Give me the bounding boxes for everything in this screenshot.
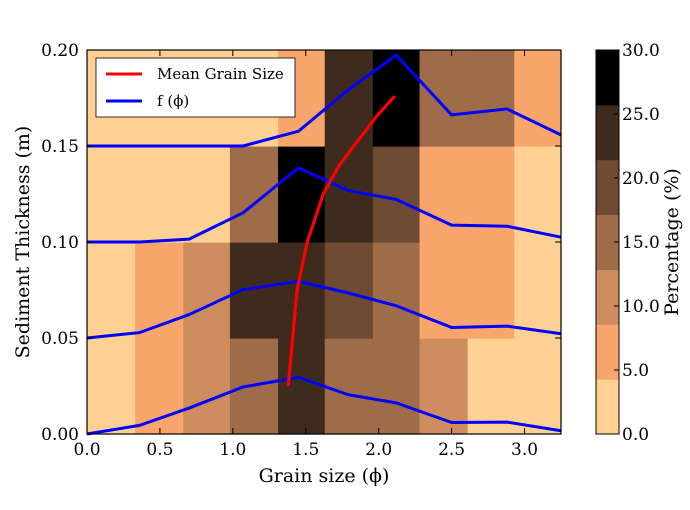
colorbar: 0.0 5.0 10.0 15.0 20.0 25.0 30.0 Percentage (%… (595, 41, 683, 445)
axis-ticks: 0.0 0.5 1.0 1.5 2.0 2.5 3.0 0.00 0.05 0.10 0.15 0.2… (41, 41, 561, 460)
f-phi-line-2 (87, 166, 562, 244)
colorbar-tick-label-2: 10.0 (622, 297, 660, 317)
heatmap-cell-r0-c8 (467, 338, 515, 435)
x-tick-label-6: 3.0 (511, 440, 538, 460)
heatmap-cell-r3-c8 (467, 50, 515, 147)
heatmap-cell-r1-c4 (278, 242, 326, 339)
legend-box (95, 57, 296, 118)
heatmap-cell-r1-c2 (183, 242, 231, 339)
f-phi-line-0 (86, 375, 562, 436)
y-tick-label-2: 0.10 (41, 233, 79, 253)
x-tick-label-1: 0.5 (146, 440, 173, 460)
colorbar-bands (596, 50, 619, 435)
heatmap-cell-r1-c1 (135, 242, 184, 339)
colorbar-ticks: 0.0 5.0 10.0 15.0 20.0 25.0 30.0 (614, 41, 660, 445)
heatmap-cell-r2-c3 (229, 146, 279, 243)
y-axis-label: Sediment Thickness (m) (12, 126, 34, 359)
mean-grain-size-line (286, 95, 396, 387)
colorbar-band-5 (596, 104, 619, 161)
x-tick-label-5: 2.5 (438, 440, 465, 460)
heatmap-cell-r2-c9 (514, 146, 562, 243)
heatmap-cell-r0-c9 (514, 338, 562, 435)
colorbar-tick-label-5: 25.0 (622, 105, 660, 125)
colorbar-band-1 (596, 324, 619, 380)
heatmap-cell-r2-c2 (183, 146, 231, 243)
f-phi-line-1 (86, 279, 562, 340)
x-tick-label-3: 1.5 (292, 440, 319, 460)
colorbar-tick-label-4: 20.0 (622, 169, 660, 189)
heatmap-cell-r3-c7 (419, 50, 469, 147)
heatmap-cell-r0-c1 (135, 338, 184, 435)
heatmap-cell-r1-c7 (419, 242, 469, 339)
heatmap-cell-r1-c9 (514, 242, 562, 339)
x-tick-label-4: 2.0 (365, 440, 392, 460)
heatmap-cell-r2-c4 (278, 146, 326, 243)
colorbar-band-0 (596, 379, 619, 435)
heatmap-cell-r0-c4 (278, 338, 326, 435)
y-tick-label-1: 0.05 (41, 329, 79, 349)
heatmap-cell-r2-c1 (135, 146, 184, 243)
legend-entry-mean-grain-size: Mean Grain Size (157, 65, 284, 83)
f-phi-line-3 (87, 53, 562, 148)
colorbar-tick-label-1: 5.0 (622, 361, 649, 381)
heatmap-cell-r2-c8 (467, 146, 515, 243)
series-lines (86, 53, 562, 436)
heatmap-cell-r0-c5 (324, 338, 374, 435)
colorbar-band-6 (596, 50, 619, 106)
heatmap-cell-r0-c0 (87, 338, 136, 435)
heatmap-cell-r1-c6 (372, 242, 421, 339)
heatmap-cell-r0-c6 (372, 338, 421, 435)
heatmap-cell-r1-c8 (467, 242, 515, 339)
legend: Mean Grain Size f (ϕ) (95, 57, 296, 118)
legend-entry-f-phi: f (ϕ) (157, 92, 189, 110)
y-tick-label-4: 0.20 (41, 41, 79, 61)
y-tick-label-0: 0.00 (41, 425, 79, 445)
colorbar-tick-label-6: 30.0 (622, 41, 660, 61)
heatmap-cell-r0-c2 (183, 338, 231, 435)
heatmap-cell-r1-c3 (229, 242, 279, 339)
x-tick-label-0: 0.0 (73, 440, 100, 460)
heatmap-cell-r2-c6 (372, 146, 421, 243)
heatmap-cell-r1-c0 (87, 242, 136, 339)
colorbar-band-3 (596, 214, 619, 270)
colorbar-band-4 (596, 159, 619, 216)
x-axis-label: Grain size (ϕ) (259, 465, 390, 487)
colorbar-label: Percentage (%) (661, 168, 683, 316)
heatmap-cell-r2-c0 (87, 146, 136, 243)
heatmap-cell-r3-c6 (372, 50, 421, 147)
y-tick-label-3: 0.15 (41, 137, 79, 157)
heatmap-cell-r2-c7 (419, 146, 469, 243)
x-tick-label-2: 1.0 (219, 440, 246, 460)
colorbar-tick-label-0: 0.0 (622, 425, 649, 445)
colorbar-tick-label-3: 15.0 (622, 233, 660, 253)
colorbar-band-2 (596, 269, 619, 325)
